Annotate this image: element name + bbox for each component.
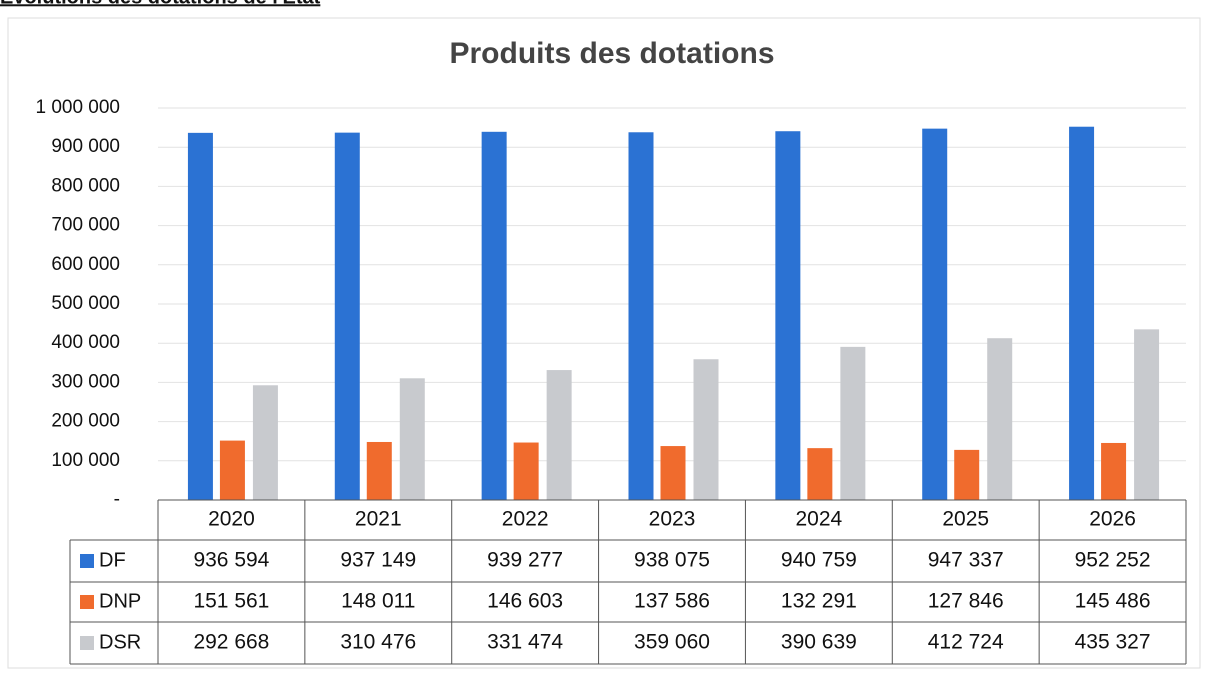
bar <box>807 448 833 500</box>
bar <box>987 338 1013 500</box>
data-label: 145 486 <box>1075 590 1151 613</box>
data-label: 412 724 <box>928 631 1004 654</box>
data-label: 947 337 <box>928 549 1004 572</box>
data-label: 952 252 <box>1075 549 1151 572</box>
data-label: 146 603 <box>487 590 563 613</box>
bar <box>219 440 245 500</box>
data-label: 331 474 <box>487 631 563 654</box>
data-label: 151 561 <box>193 590 269 613</box>
bar <box>546 370 572 500</box>
bar <box>775 131 801 500</box>
bar <box>399 378 425 500</box>
data-label: 359 060 <box>634 631 710 654</box>
y-tick-label: 1 000 000 <box>35 97 120 118</box>
bar <box>660 446 686 500</box>
data-label: 939 277 <box>487 549 563 572</box>
y-tick-label: 300 000 <box>51 371 120 392</box>
bar <box>366 441 392 500</box>
page-heading: Evolutions des dotations de l'Etat <box>0 0 321 8</box>
y-tick-label: 700 000 <box>51 215 120 236</box>
legend-swatch <box>80 636 94 650</box>
x-tick-label: 2021 <box>355 508 402 531</box>
y-tick-label: 500 000 <box>51 293 120 314</box>
data-label: 936 594 <box>193 549 269 572</box>
bar <box>1134 329 1160 500</box>
legend-swatch <box>80 554 94 568</box>
bar <box>1101 442 1127 500</box>
x-tick-label: 2026 <box>1089 508 1136 531</box>
data-label: 292 668 <box>193 631 269 654</box>
y-tick-label: 900 000 <box>51 136 120 157</box>
bar <box>840 346 866 500</box>
data-label: 390 639 <box>781 631 857 654</box>
data-label: 132 291 <box>781 590 857 613</box>
y-tick-label: 100 000 <box>51 450 120 471</box>
bar <box>922 128 948 500</box>
data-label: 127 846 <box>928 590 1004 613</box>
bar <box>628 132 654 500</box>
data-label: 938 075 <box>634 549 710 572</box>
bar <box>252 385 278 500</box>
data-label: 937 149 <box>340 549 416 572</box>
data-label: 148 011 <box>341 590 415 613</box>
bar <box>693 359 719 500</box>
bar <box>481 131 507 501</box>
bar <box>954 449 980 500</box>
y-tick-label: 800 000 <box>51 175 120 196</box>
data-label: 310 476 <box>340 631 416 654</box>
x-tick-label: 2020 <box>208 508 255 531</box>
bar <box>513 442 539 500</box>
bar <box>187 132 213 500</box>
legend-swatch <box>80 595 94 609</box>
data-label: 435 327 <box>1075 631 1151 654</box>
x-tick-label: 2025 <box>942 508 989 531</box>
x-tick-label: 2024 <box>795 508 842 531</box>
legend-label: DF <box>99 549 126 571</box>
y-tick-label: 600 000 <box>51 254 120 275</box>
data-label: 137 586 <box>634 590 710 613</box>
bar <box>1069 126 1095 500</box>
bar <box>334 132 360 501</box>
y-tick-label: - <box>114 489 120 510</box>
y-tick-label: 400 000 <box>51 332 120 353</box>
y-tick-label: 200 000 <box>51 411 120 432</box>
legend-label: DNP <box>99 590 141 612</box>
legend-label: DSR <box>99 631 141 653</box>
x-tick-label: 2022 <box>502 508 549 531</box>
data-label: 940 759 <box>781 549 857 572</box>
x-tick-label: 2023 <box>649 508 696 531</box>
chart-title: Produits des dotations <box>449 37 774 70</box>
